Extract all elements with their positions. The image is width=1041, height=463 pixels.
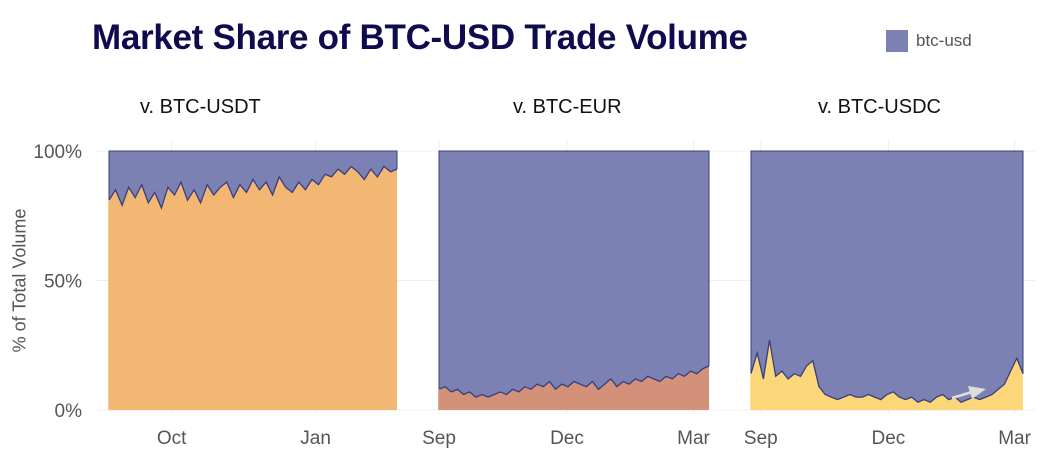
x-tick-label: Jan xyxy=(300,428,331,449)
btc-usd-outline xyxy=(438,150,710,390)
annotation-arrow-head xyxy=(968,386,986,399)
share-boundary-line xyxy=(108,165,398,210)
btc-usd-outline xyxy=(750,150,1024,374)
other-pair-area xyxy=(439,366,709,410)
x-tick-label: Mar xyxy=(677,428,710,449)
x-tick-label: Sep xyxy=(422,428,456,449)
annotation-arrow-shaft xyxy=(951,390,973,400)
x-tick-label: Sep xyxy=(744,428,778,449)
y-tick-label: 0% xyxy=(55,401,83,422)
legend-label-btc-usd: btc-usd xyxy=(916,31,972,50)
legend-swatch-btc-usd xyxy=(886,30,908,52)
panel-title-usdc: v. BTC-USDC xyxy=(818,96,941,118)
chart-title: Market Share of BTC-USD Trade Volume xyxy=(92,18,748,57)
share-boundary-line xyxy=(750,339,1024,403)
panel-title-eur: v. BTC-EUR xyxy=(513,96,622,118)
panel-title-usdt: v. BTC-USDT xyxy=(140,96,261,118)
x-tick-label: Dec xyxy=(872,428,906,449)
share-boundary-line xyxy=(438,365,710,398)
other-pair-area xyxy=(109,166,397,410)
other-pair-area xyxy=(751,340,1023,410)
btc-usd-area xyxy=(439,151,709,410)
btc-usd-area xyxy=(751,151,1023,410)
y-tick-label: 50% xyxy=(44,272,82,293)
y-tick-label: 100% xyxy=(33,142,82,163)
x-tick-label: Dec xyxy=(550,428,584,449)
x-tick-label: Mar xyxy=(998,428,1031,449)
legend[interactable]: btc-usd xyxy=(886,30,972,52)
x-tick-label: Oct xyxy=(157,428,187,449)
btc-usd-outline xyxy=(108,150,398,201)
